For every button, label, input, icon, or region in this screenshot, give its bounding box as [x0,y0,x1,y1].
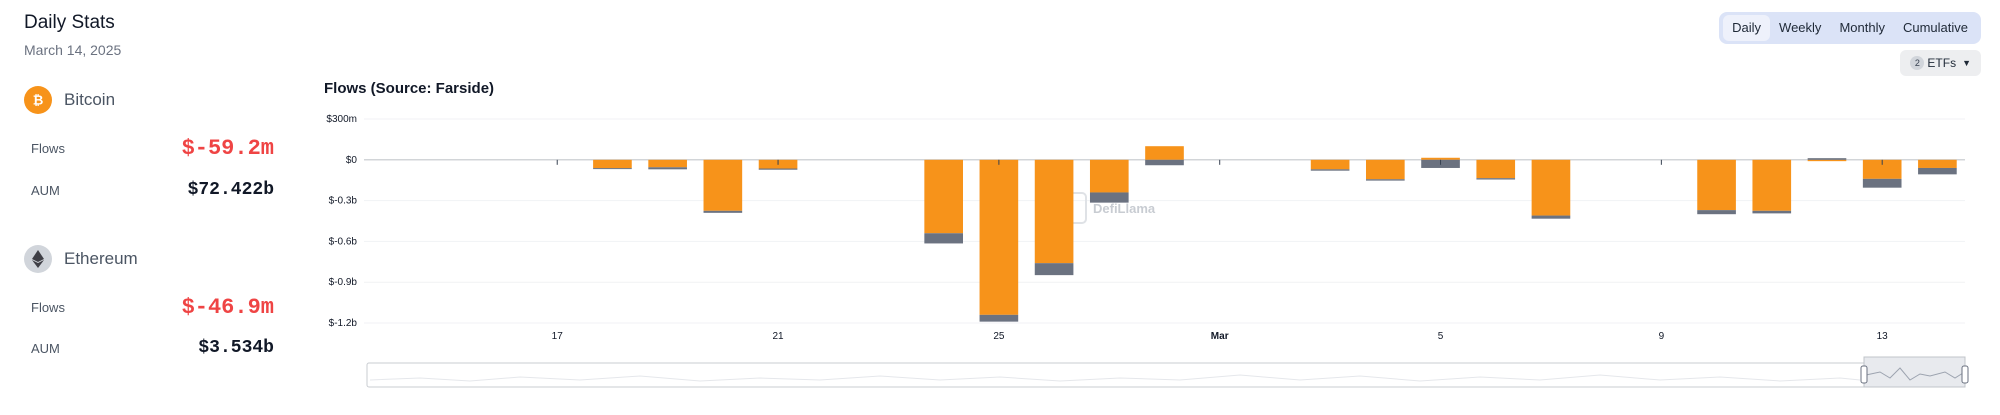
y-tick-label: $300m [326,114,357,125]
y-tick-label: $-0.9b [329,277,358,288]
etf-selector-button[interactable]: 2 ETFs ▼ [1900,50,1981,76]
bitcoin-flows-value: $-59.2m [181,136,274,161]
tab-cumulative[interactable]: Cumulative [1902,20,1968,35]
ethereum-bar [1034,263,1074,276]
bitcoin-aum-row: AUM $72.422b [31,180,274,200]
ethereum-bar [1145,159,1184,166]
y-tick-label: $0 [346,155,358,166]
aum-label: AUM [31,340,60,356]
ethereum-flows-value: $-46.9m [181,295,274,320]
bitcoin-bar [1366,159,1405,180]
flows-label: Flows [31,300,65,315]
aum-label: AUM [31,182,60,198]
ethereum-bar [1310,169,1350,171]
ethereum-bar [1531,215,1571,219]
asset-name: Ethereum [64,249,138,268]
tab-monthly[interactable]: Monthly [1839,20,1885,35]
x-tick-label: Mar [1211,331,1229,342]
x-axis-labels: 17 21 25 Mar 5 9 13 [552,159,1889,342]
svg-text:₿: ₿ [33,94,44,109]
flows-label: Flows [31,141,65,156]
y-tick-label: $-1.2b [329,318,358,329]
ethereum-bar [1918,167,1957,175]
bitcoin-aum-value: $72.422b [187,180,274,200]
bitcoin-bar [1476,159,1516,179]
ethereum-icon [24,245,52,273]
bitcoin-bar [703,159,743,211]
bitcoin-bar [1089,159,1129,193]
etf-count-badge: 2 [1910,56,1925,70]
bitcoin-bar [1034,159,1074,264]
timeframe-tabs: Daily Weekly Monthly Cumulative [1719,12,1981,44]
bitcoin-bar [648,159,687,168]
ethereum-flows-row: Flows $-46.9m [31,295,274,320]
ethereum-bar [703,210,743,213]
range-selection-sparkline [1865,367,1964,381]
x-tick-label: 9 [1659,331,1665,342]
range-slider[interactable] [366,356,1969,388]
ethereum-bar [648,167,687,170]
etf-selector-label: ETFs [1927,56,1957,70]
panel-title: Daily Stats [24,12,115,33]
bitcoin-bar [593,159,632,169]
x-tick-label: 25 [993,331,1005,342]
asset-name: Bitcoin [64,90,116,109]
bitcoin-bar [1310,159,1350,170]
bitcoin-bar [1145,146,1184,160]
ethereum-bar [1697,210,1736,215]
ethereum-bar [1807,158,1847,160]
ethereum-bar [1476,178,1516,180]
daily-stats-panel: Daily Stats March 14, 2025 ₿ Bitcoin Flo… [24,0,274,415]
asset-ethereum: Ethereum [24,244,274,274]
ethereum-bar [1862,178,1902,188]
range-slider-track [366,362,1966,388]
range-sparkline [369,374,1861,382]
ethereum-aum-row: AUM $3.534b [31,338,274,358]
ethereum-bar [979,314,1019,322]
bitcoin-bar [1421,157,1460,160]
bitcoin-bar [1697,159,1736,211]
ethereum-bar [924,233,963,244]
chart-bars [593,146,1957,322]
x-tick-label: 5 [1438,331,1444,342]
bitcoin-bar [1807,159,1847,162]
bitcoin-bar [1531,159,1571,216]
x-tick-label: 17 [552,331,564,342]
bitcoin-flows-row: Flows $-59.2m [31,136,274,161]
asset-bitcoin: ₿ Bitcoin [24,85,274,115]
tab-weekly[interactable]: Weekly [1779,20,1822,35]
watermark-text: DefiLlama [1093,201,1156,216]
y-tick-label: $-0.3b [329,196,358,207]
y-tick-label: $-0.6b [329,236,358,247]
x-tick-label: 21 [772,331,784,342]
range-handle-left[interactable] [1860,365,1868,384]
ethereum-bar [1089,192,1129,203]
ethereum-bar [1752,210,1792,214]
tab-daily[interactable]: Daily [1723,15,1771,41]
bitcoin-bar [1752,159,1792,211]
range-handle-right[interactable] [1961,365,1969,384]
ethereum-bar [593,168,632,170]
chart-title: Flows (Source: Farside) [324,80,495,97]
ethereum-bar [1366,179,1405,181]
ethereum-bar [758,168,798,170]
chevron-down-icon: ▼ [1962,58,1971,68]
bitcoin-bar [924,159,963,234]
x-tick-label: 13 [1877,331,1889,342]
ethereum-aum-value: $3.534b [198,338,274,358]
bitcoin-bar [1862,159,1902,179]
stats-date: March 14, 2025 [24,42,122,58]
bitcoin-icon: ₿ [24,86,52,114]
y-axis-labels: $300m $0 $-0.3b $-0.6b $-0.9b $-1.2b [326,114,357,329]
bitcoin-bar [979,159,1019,315]
bitcoin-bar [1918,159,1957,168]
